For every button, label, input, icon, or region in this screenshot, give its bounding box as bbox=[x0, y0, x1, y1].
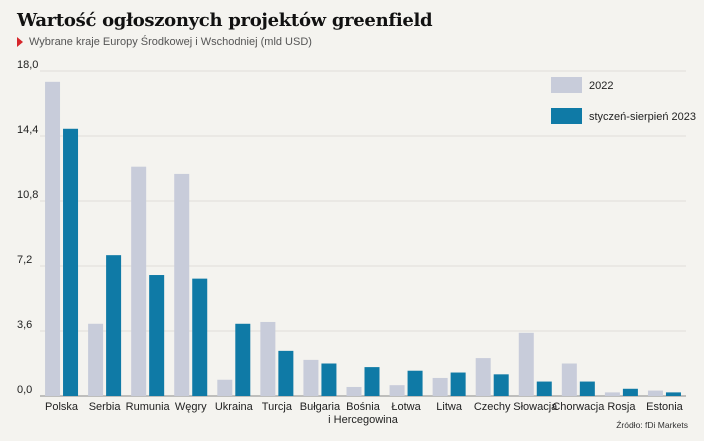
bar-2023 bbox=[665, 392, 681, 396]
chart-subtitle-text: Wybrane kraje Europy Środkowej i Wschodn… bbox=[29, 36, 312, 48]
bar-2022 bbox=[260, 321, 276, 396]
x-tick-label: Rumunia bbox=[126, 401, 171, 413]
bar-2023 bbox=[493, 374, 509, 396]
bar-2023 bbox=[149, 275, 165, 396]
bar-2022 bbox=[303, 359, 319, 396]
bar-2023 bbox=[622, 388, 638, 396]
bar-2022 bbox=[217, 379, 233, 396]
legend-swatch bbox=[551, 77, 582, 93]
bar-2022 bbox=[45, 81, 61, 396]
bar-2023 bbox=[235, 323, 251, 396]
x-tick-label: Węgry bbox=[175, 401, 207, 413]
red-triangle-icon bbox=[17, 37, 23, 47]
bar-2022 bbox=[647, 390, 663, 396]
x-tick-label: Serbia bbox=[89, 401, 122, 413]
bar-2023 bbox=[192, 278, 208, 396]
x-tick-label: Turcja bbox=[262, 401, 293, 413]
legend-label: styczeń-sierpień 2023 bbox=[589, 111, 696, 123]
x-tick-label: Czechy bbox=[474, 401, 511, 413]
bar-2023 bbox=[364, 367, 380, 396]
y-tick-label: 10,8 bbox=[17, 189, 38, 201]
bar-2022 bbox=[88, 323, 104, 396]
bar-2022 bbox=[389, 385, 405, 396]
x-tick-label: Bułgaria bbox=[300, 401, 341, 413]
x-tick-label: Rosja bbox=[607, 401, 636, 413]
bar-2022 bbox=[475, 358, 491, 396]
bar-2022 bbox=[432, 377, 448, 396]
bar-2023 bbox=[536, 381, 552, 396]
bar-2023 bbox=[106, 255, 122, 396]
y-tick-label: 14,4 bbox=[17, 124, 38, 136]
bar-2022 bbox=[561, 363, 577, 396]
x-tick-label: Bośnia i Hercegowina bbox=[328, 401, 399, 426]
x-tick-label: Chorwacja bbox=[552, 401, 605, 413]
y-tick-label: 18,0 bbox=[17, 59, 38, 71]
chart-title: Wartość ogłoszonych projektów greenfield bbox=[17, 10, 433, 31]
bar-2022 bbox=[131, 166, 147, 396]
bar-2022 bbox=[518, 332, 534, 396]
bar-2023 bbox=[579, 381, 595, 396]
source-note: Źródło: fDi Markets bbox=[616, 420, 688, 430]
y-tick-label: 0,0 bbox=[17, 384, 32, 396]
x-tick-label: Słowacja bbox=[513, 401, 558, 413]
x-tick-label: Litwa bbox=[436, 401, 463, 413]
bar-2023 bbox=[63, 128, 79, 396]
bar-2022 bbox=[346, 386, 362, 396]
bar-2023 bbox=[321, 363, 337, 396]
bar-2022 bbox=[604, 392, 620, 396]
x-tick-label: Polska bbox=[45, 401, 79, 413]
y-tick-label: 3,6 bbox=[17, 319, 32, 331]
bar-2023 bbox=[407, 370, 423, 396]
legend-swatch bbox=[551, 108, 582, 124]
bar-2022 bbox=[174, 173, 190, 396]
x-tick-label: Łotwa bbox=[391, 401, 421, 413]
x-tick-label: Ukraina bbox=[215, 401, 254, 413]
bar-2023 bbox=[278, 350, 294, 396]
x-tick-label: Estonia bbox=[646, 401, 684, 413]
legend-label: 2022 bbox=[589, 80, 613, 92]
chart-subtitle: Wybrane kraje Europy Środkowej i Wschodn… bbox=[17, 36, 312, 48]
bar-2023 bbox=[450, 372, 466, 396]
y-tick-label: 7,2 bbox=[17, 254, 32, 266]
